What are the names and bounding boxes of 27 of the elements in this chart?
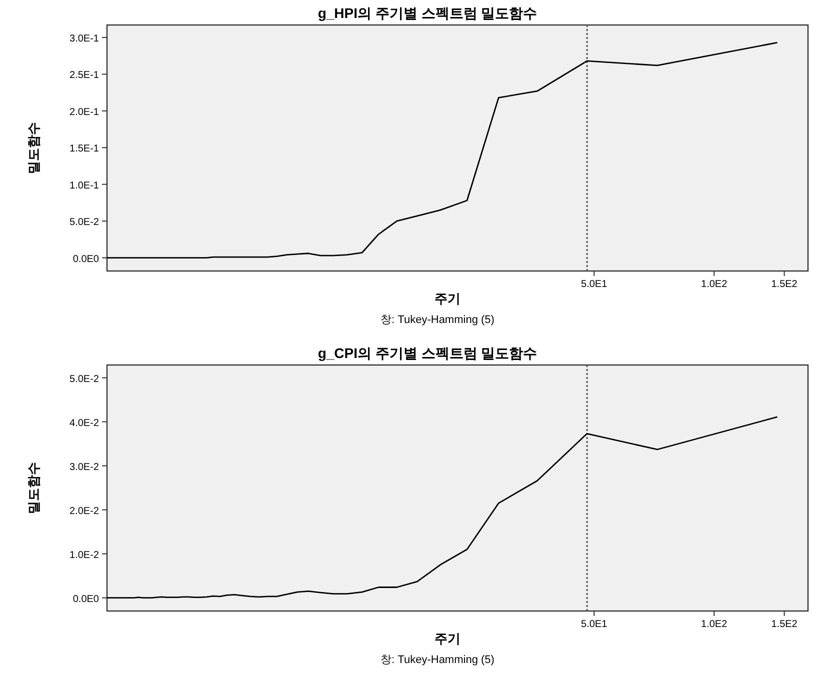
y-axis-title: 밀도함수	[26, 122, 41, 174]
y-axis-title: 밀도함수	[26, 462, 41, 514]
chart-title: g_CPI의 주기별 스펙트럼 밀도함수	[318, 345, 538, 361]
y-tick-label: 1.0E-2	[70, 550, 100, 561]
x-axis-title: 주기	[434, 291, 460, 306]
x-tick-label: 5.0E1	[581, 619, 608, 630]
y-tick-label: 2.0E-2	[70, 506, 100, 517]
x-tick-label: 1.5E2	[771, 279, 798, 290]
y-tick-label: 2.0E-1	[70, 106, 100, 118]
x-tick-label: 1.0E2	[701, 619, 728, 630]
y-tick-label: 0.0E0	[72, 594, 100, 605]
text: 창: Tukey-Hamming (5)	[380, 314, 494, 326]
x-tick-label: 5.0E1	[581, 279, 608, 290]
y-tick-label: 2.5E-1	[70, 70, 100, 82]
y-tick-label: 3.0E-1	[70, 33, 100, 44]
x-axis-title: 주기	[434, 631, 460, 646]
y-tick-label: 3.0E-2	[70, 462, 100, 473]
y-tick-label: 4.0E-2	[70, 418, 100, 429]
y-tick-label: 5.0E-2	[70, 217, 100, 228]
x-tick-label: 1.0E2	[701, 279, 728, 290]
y-tick-label: 0.0E0	[72, 254, 100, 265]
x-tick-label: 1.5E2	[771, 619, 798, 630]
chart-title: g_HPI의 주기별 스펙트럼 밀도함수	[318, 5, 538, 21]
y-tick-label: 5.0E-2	[70, 374, 100, 385]
y-tick-label: 1.5E-1	[70, 144, 100, 155]
y-tick-label: 1.0E-1	[70, 180, 100, 192]
text: 창: Tukey-Hamming (5)	[380, 654, 494, 666]
